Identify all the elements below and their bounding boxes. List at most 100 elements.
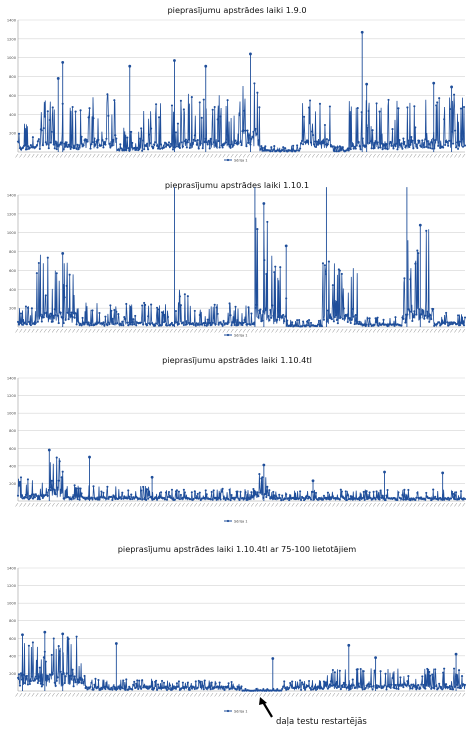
data-point bbox=[329, 143, 332, 147]
data-point bbox=[409, 687, 412, 690]
x-tick-label bbox=[348, 328, 352, 333]
data-point bbox=[268, 319, 271, 322]
data-point bbox=[17, 323, 21, 326]
x-tick-label bbox=[43, 502, 47, 507]
data-point bbox=[68, 145, 71, 148]
peak-point bbox=[311, 479, 315, 483]
peak-point bbox=[374, 656, 377, 660]
data-point bbox=[29, 144, 32, 147]
data-point bbox=[343, 686, 346, 689]
x-tick-label bbox=[372, 502, 376, 507]
data-point bbox=[338, 498, 341, 501]
x-tick-label bbox=[100, 328, 104, 333]
x-tick-label bbox=[47, 153, 51, 158]
data-point bbox=[229, 499, 232, 502]
peak-point bbox=[204, 64, 208, 68]
data-point bbox=[131, 141, 134, 144]
x-tick-label bbox=[55, 692, 59, 697]
data-point bbox=[153, 687, 156, 690]
x-tick-label bbox=[153, 328, 157, 333]
x-tick-label bbox=[450, 502, 454, 507]
data-point bbox=[25, 496, 28, 499]
data-point bbox=[200, 686, 203, 689]
data-point bbox=[159, 143, 163, 146]
data-point bbox=[367, 109, 370, 113]
data-point bbox=[44, 660, 47, 663]
x-tick-label bbox=[88, 692, 92, 697]
data-point bbox=[138, 147, 141, 151]
data-point bbox=[282, 146, 285, 149]
data-point bbox=[44, 294, 47, 297]
data-point bbox=[298, 497, 301, 500]
data-point bbox=[198, 313, 201, 317]
data-point bbox=[199, 142, 202, 145]
x-tick-label bbox=[226, 502, 230, 507]
data-point bbox=[191, 322, 194, 325]
data-point bbox=[333, 150, 336, 153]
data-point bbox=[375, 684, 378, 687]
data-point bbox=[180, 141, 183, 144]
data-point bbox=[362, 490, 365, 493]
data-point bbox=[364, 686, 367, 690]
data-point bbox=[454, 321, 457, 324]
x-tick-label bbox=[348, 692, 352, 697]
x-tick-label bbox=[458, 692, 462, 697]
x-tick-label bbox=[429, 328, 433, 333]
x-tick-label bbox=[230, 153, 234, 158]
data-point bbox=[402, 137, 405, 140]
data-point bbox=[306, 494, 309, 497]
data-point bbox=[136, 146, 139, 149]
data-point bbox=[307, 679, 311, 683]
data-point bbox=[91, 309, 94, 312]
data-point bbox=[322, 494, 325, 497]
data-point bbox=[74, 312, 77, 315]
x-tick-label bbox=[255, 692, 258, 697]
data-point bbox=[396, 148, 399, 151]
data-point bbox=[132, 318, 135, 321]
data-point bbox=[233, 323, 236, 327]
data-point bbox=[271, 150, 274, 153]
x-tick-label bbox=[413, 692, 417, 697]
data-point bbox=[351, 144, 354, 147]
x-tick-label bbox=[27, 153, 31, 158]
data-point bbox=[218, 681, 221, 684]
data-point bbox=[194, 680, 197, 683]
data-point bbox=[402, 686, 405, 689]
data-point bbox=[229, 314, 232, 317]
data-point bbox=[369, 683, 372, 686]
data-point bbox=[328, 498, 331, 501]
data-point bbox=[116, 322, 119, 325]
x-tick-label bbox=[242, 328, 246, 333]
data-point bbox=[272, 148, 275, 151]
data-point bbox=[374, 498, 377, 501]
data-point bbox=[429, 674, 432, 677]
data-point bbox=[378, 322, 381, 325]
x-tick-label bbox=[291, 502, 295, 507]
data-point bbox=[342, 307, 345, 310]
y-tick-label: 1400 bbox=[7, 377, 17, 381]
data-point bbox=[102, 321, 105, 324]
x-tick-label bbox=[246, 328, 250, 333]
data-point bbox=[433, 497, 436, 500]
x-tick-label bbox=[59, 502, 63, 507]
data-point bbox=[176, 497, 179, 500]
data-point bbox=[277, 497, 280, 500]
data-point bbox=[179, 99, 182, 102]
x-tick-label bbox=[96, 153, 100, 158]
data-point bbox=[139, 685, 142, 688]
x-tick-label bbox=[55, 153, 59, 158]
data-point bbox=[282, 685, 285, 688]
x-tick-label bbox=[149, 502, 153, 507]
x-tick-label bbox=[92, 328, 96, 333]
data-point bbox=[193, 309, 196, 312]
x-tick-label bbox=[271, 692, 275, 697]
peak-point bbox=[262, 202, 266, 205]
data-point bbox=[386, 488, 389, 492]
data-point bbox=[238, 114, 241, 117]
x-tick-label bbox=[112, 502, 116, 507]
x-tick-label bbox=[206, 153, 210, 158]
x-tick-label bbox=[303, 502, 307, 507]
data-point bbox=[315, 140, 319, 143]
data-point bbox=[85, 321, 88, 324]
data-point bbox=[295, 324, 298, 327]
